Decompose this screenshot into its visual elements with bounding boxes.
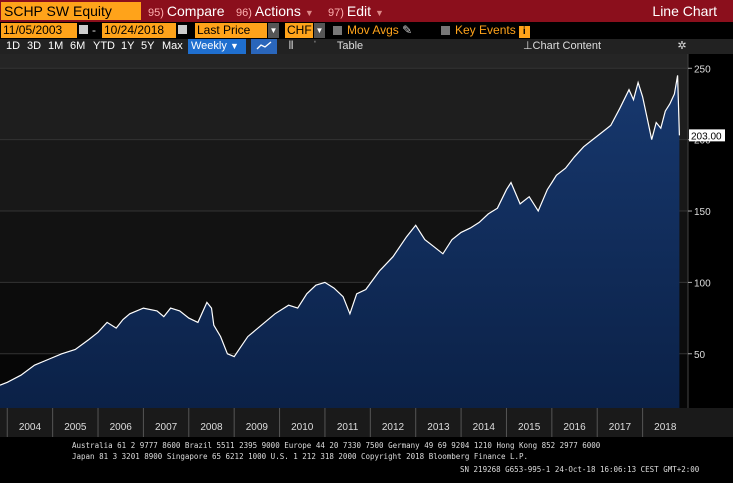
series-line: [0, 75, 680, 386]
key-events-checkbox[interactable]: [441, 26, 450, 35]
x-tick-label: 2010: [291, 422, 314, 433]
period-1m[interactable]: 1M: [48, 40, 64, 52]
start-date-field[interactable]: 11/05/2003: [1, 23, 77, 38]
frequency-label: Weekly: [191, 40, 227, 52]
key-events-text: Key Events: [455, 23, 516, 37]
footer: Australia 61 2 9777 8600 Brazil 5511 239…: [0, 440, 733, 483]
settings-gear-icon[interactable]: ✲: [677, 40, 687, 52]
marker-icon[interactable]: ˈ: [313, 40, 317, 52]
period-1d[interactable]: 1D: [6, 40, 21, 52]
series-area: [0, 75, 680, 409]
compare-shortcut: 95): [148, 7, 164, 19]
period-max[interactable]: Max: [162, 40, 183, 52]
frequency-select[interactable]: Weekly ▼: [188, 39, 246, 54]
x-tick-label: 2014: [473, 422, 496, 433]
calendar-icon[interactable]: [178, 25, 187, 34]
x-tick-label: 2004: [19, 422, 42, 433]
bar-style-icon[interactable]: ⫴: [288, 40, 294, 52]
edit-shortcut: 97): [328, 7, 344, 19]
y-tick-label: 150: [694, 207, 711, 218]
key-events-label[interactable]: Key Events i: [455, 23, 530, 38]
edit-label: Edit: [346, 3, 372, 19]
chart-content-label: Chart Content: [532, 40, 602, 52]
edit-chevron-down-icon: ▼: [375, 8, 384, 18]
table-button[interactable]: Table: [336, 40, 364, 52]
y-tick-label: 50: [694, 350, 706, 361]
date-range-separator: -: [92, 23, 96, 37]
actions-chevron-down-icon: ▼: [304, 8, 314, 18]
y-tick-label: 100: [694, 278, 711, 289]
chart-content-button[interactable]: ⊥Chart Content: [520, 39, 604, 54]
last-price-label: 203.00: [691, 131, 722, 142]
chevron-down-icon: ▼: [229, 41, 239, 51]
period-6m[interactable]: 6M: [70, 40, 86, 52]
compare-button[interactable]: 95) Compare: [148, 2, 225, 20]
y-tick-label: 250: [694, 64, 711, 75]
x-tick-label: 2015: [518, 422, 541, 433]
x-tick-label: 2006: [110, 422, 133, 433]
chart-band: [0, 54, 688, 69]
footer-contacts-line2: Japan 81 3 3201 8900 Singapore 65 6212 1…: [72, 452, 529, 461]
actions-button[interactable]: 96) Actions ▼: [236, 2, 314, 20]
compare-label: Compare: [166, 3, 225, 19]
x-tick-label: 2011: [337, 422, 359, 433]
chart-svg[interactable]: 50100150200250203.0020042005200620072008…: [0, 54, 733, 437]
ticker-input[interactable]: SCHP SW Equity: [1, 2, 141, 20]
price-chart[interactable]: 50100150200250203.0020042005200620072008…: [0, 54, 733, 437]
last-price-label-bg: [689, 129, 725, 142]
x-tick-label: 2013: [427, 422, 450, 433]
footer-session-info: SN 219268 G653-995-1 24-Oct-18 16:06:13 …: [460, 465, 700, 474]
actions-label: Actions: [254, 3, 301, 19]
calendar-icon[interactable]: [79, 25, 88, 34]
x-tick-label: 2018: [654, 422, 677, 433]
period-ytd[interactable]: YTD: [93, 40, 115, 52]
x-tick-label: 2008: [200, 422, 223, 433]
edit-button[interactable]: 97) Edit ▼: [328, 2, 384, 20]
period-3d[interactable]: 3D: [27, 40, 42, 52]
actions-shortcut: 96): [236, 7, 252, 19]
currency-select[interactable]: CHF: [285, 23, 313, 38]
info-icon[interactable]: i: [518, 26, 530, 38]
mov-avgs-checkbox[interactable]: [333, 26, 342, 35]
mov-avgs-text: Mov Avgs: [347, 23, 399, 37]
x-tick-label: 2005: [64, 422, 87, 433]
top-toolbar: SCHP SW Equity 95) Compare 96) Actions ▼ 97…: [0, 0, 733, 22]
price-field-select[interactable]: Last Price: [195, 23, 267, 38]
dropdown-arrow-icon[interactable]: ▼: [314, 23, 325, 38]
x-tick-label: 2009: [246, 422, 269, 433]
settings-bar: 11/05/2003 - 10/24/2018 Last Price ▼ CHF…: [0, 22, 733, 39]
period-1y[interactable]: 1Y: [121, 40, 135, 52]
footer-contacts-line1: Australia 61 2 9777 8600 Brazil 5511 239…: [72, 441, 601, 450]
dropdown-arrow-icon[interactable]: ▼: [268, 23, 279, 38]
x-tick-label: 2007: [155, 422, 178, 433]
mov-avgs-label[interactable]: Mov Avgs ✎: [347, 23, 412, 38]
pencil-icon[interactable]: ✎: [402, 23, 413, 37]
x-tick-label: 2016: [563, 422, 586, 433]
chart-content-icon: ⊥: [522, 40, 533, 52]
period-5y[interactable]: 5Y: [141, 40, 155, 52]
x-tick-label: 2017: [609, 422, 632, 433]
period-bar: 1D 3D 1M 6M YTD 1Y 5Y Max Weekly ▼ ⫴ ˈ T…: [0, 39, 733, 54]
view-title: Line Chart: [652, 3, 717, 19]
end-date-field[interactable]: 10/24/2018: [102, 23, 176, 38]
line-chart-icon[interactable]: [251, 39, 277, 54]
x-tick-label: 2012: [382, 422, 405, 433]
x-axis-strip: [0, 408, 733, 437]
chart-band: [0, 68, 688, 140]
